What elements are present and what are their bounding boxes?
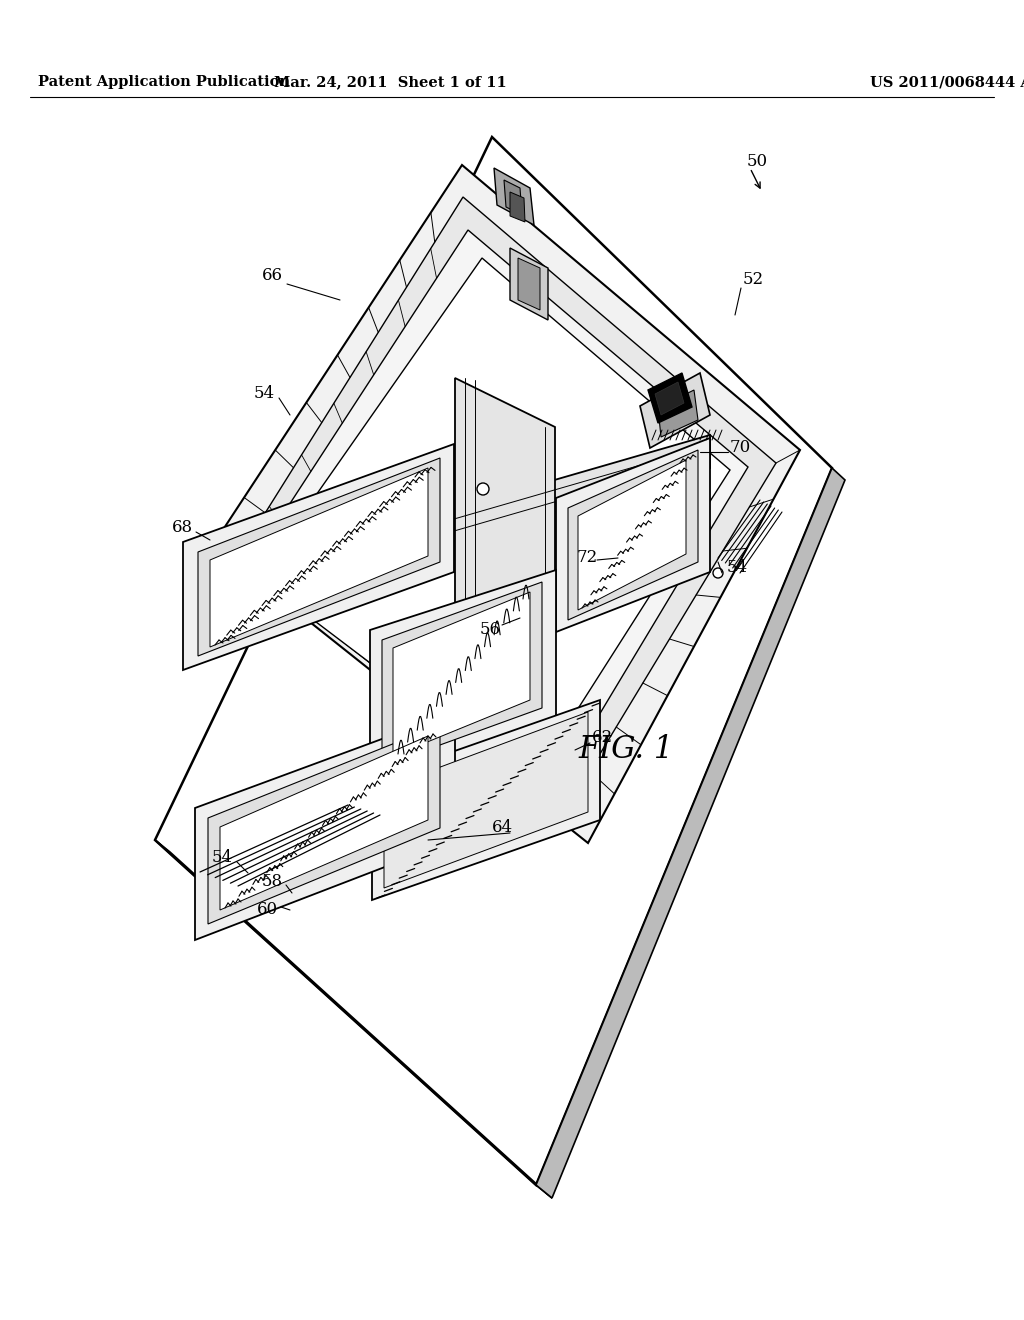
- Polygon shape: [655, 381, 684, 414]
- Polygon shape: [510, 248, 548, 319]
- Polygon shape: [384, 711, 588, 888]
- Polygon shape: [155, 840, 552, 1199]
- Polygon shape: [504, 180, 522, 215]
- Polygon shape: [556, 438, 710, 632]
- Text: 56: 56: [479, 622, 501, 639]
- Polygon shape: [195, 711, 455, 940]
- Polygon shape: [210, 469, 428, 647]
- Text: 66: 66: [261, 268, 283, 285]
- Polygon shape: [382, 582, 542, 766]
- Text: 54: 54: [211, 849, 232, 866]
- Polygon shape: [536, 469, 845, 1199]
- Text: Mar. 24, 2011  Sheet 1 of 11: Mar. 24, 2011 Sheet 1 of 11: [273, 75, 507, 88]
- Polygon shape: [578, 459, 686, 610]
- Polygon shape: [393, 591, 530, 756]
- Polygon shape: [250, 436, 710, 601]
- Text: 50: 50: [746, 153, 768, 170]
- Polygon shape: [510, 191, 525, 222]
- Polygon shape: [198, 458, 440, 656]
- Circle shape: [713, 568, 723, 578]
- Polygon shape: [237, 197, 776, 814]
- Text: 60: 60: [256, 902, 278, 919]
- Polygon shape: [258, 257, 730, 784]
- Text: Patent Application Publication: Patent Application Publication: [38, 75, 290, 88]
- Polygon shape: [455, 378, 555, 810]
- Text: 52: 52: [742, 272, 764, 289]
- Text: 54: 54: [253, 384, 274, 401]
- Text: FIG. 1: FIG. 1: [578, 734, 673, 766]
- Text: 70: 70: [729, 438, 751, 455]
- Polygon shape: [220, 737, 428, 909]
- Polygon shape: [183, 444, 454, 671]
- Polygon shape: [658, 389, 698, 437]
- Text: US 2011/0068444 A1: US 2011/0068444 A1: [870, 75, 1024, 88]
- Polygon shape: [518, 257, 540, 310]
- Text: 72: 72: [577, 549, 598, 565]
- Polygon shape: [370, 570, 556, 780]
- Text: 64: 64: [492, 820, 513, 837]
- Text: 54: 54: [726, 560, 748, 577]
- Polygon shape: [208, 725, 440, 924]
- Circle shape: [477, 483, 489, 495]
- Polygon shape: [494, 168, 534, 224]
- Polygon shape: [640, 374, 710, 447]
- Text: 68: 68: [171, 519, 193, 536]
- Polygon shape: [213, 165, 800, 843]
- Polygon shape: [248, 230, 748, 800]
- Text: 62: 62: [592, 730, 612, 747]
- Polygon shape: [568, 450, 698, 620]
- Polygon shape: [372, 700, 600, 900]
- Polygon shape: [648, 374, 692, 422]
- Text: 58: 58: [261, 874, 283, 891]
- Polygon shape: [155, 137, 831, 1185]
